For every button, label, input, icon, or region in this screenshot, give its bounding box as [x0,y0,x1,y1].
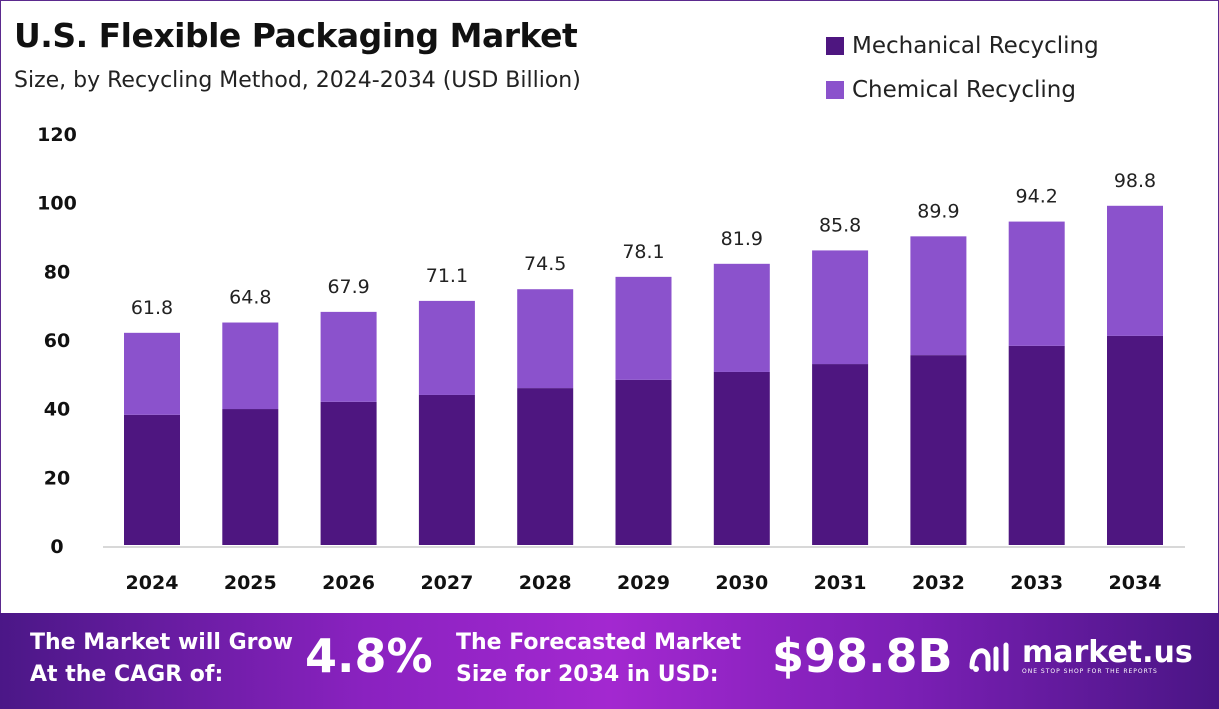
legend-label: Chemical Recycling [852,77,1076,103]
x-tick-label: 2026 [322,572,375,594]
data-label: 85.8 [819,214,861,236]
bar-chemical-2034 [1107,205,1163,336]
bar-chemical-2028 [517,289,574,389]
data-label: 61.8 [131,297,173,319]
data-label: 71.1 [426,265,468,287]
bar-chemical-2024 [124,332,180,415]
data-label: 94.2 [1016,186,1058,208]
cagr-label-line1: The Market will Grow [30,630,293,655]
x-tick-label: 2034 [1109,572,1162,594]
bar-chemical-2026 [320,311,377,402]
x-tick-label: 2028 [519,572,572,594]
y-tick-label: 80 [44,261,70,283]
logo-name: market.us [1022,635,1193,670]
x-tick-label: 2025 [224,572,277,594]
x-tick-label: 2027 [420,572,473,594]
bar-mechanical-2024 [124,414,180,545]
size-label-line1: The Forecasted Market [456,630,742,655]
data-label: 64.8 [229,287,271,309]
bar-mechanical-2027 [418,394,475,545]
y-tick-label: 0 [50,536,63,558]
legend-item-mechanical: Mechanical Recycling [826,24,1099,68]
x-tick-label: 2033 [1010,572,1063,594]
cagr-label: The Market will Grow At the CAGR of: [30,627,293,691]
x-tick-label: 2029 [617,572,670,594]
bar-chemical-2029 [615,276,672,380]
data-label: 98.8 [1114,170,1156,192]
legend: Mechanical Recycling Chemical Recycling [826,24,1099,112]
x-tick-label: 2024 [126,572,179,594]
y-tick-label: 40 [44,399,70,421]
legend-swatch-mechanical [826,37,844,55]
x-tick-label: 2030 [715,572,768,594]
y-tick-label: 100 [37,193,77,215]
y-tick-label: 60 [44,330,70,352]
data-label: 81.9 [721,228,763,250]
bar-mechanical-2030 [713,371,770,545]
data-label: 74.5 [524,253,566,275]
bar-mechanical-2031 [812,364,869,545]
bar-chemical-2027 [418,300,475,395]
y-tick-label: 120 [37,124,77,146]
data-label: 78.1 [622,241,664,263]
bar-mechanical-2033 [1008,345,1065,545]
legend-item-chemical: Chemical Recycling [826,68,1099,112]
cagr-value: 4.8% [305,629,433,683]
logo-icon [969,642,1009,672]
x-tick-label: 2031 [814,572,867,594]
logo-tagline: ONE STOP SHOP FOR THE REPORTS [1022,668,1158,675]
market-us-logo[interactable]: market.us ONE STOP SHOP FOR THE REPORTS [966,638,1193,675]
cagr-label-line2: At the CAGR of: [30,662,224,687]
bar-chemical-2033 [1008,221,1065,346]
legend-swatch-chemical [826,81,844,99]
chart-subtitle: Size, by Recycling Method, 2024-2034 (US… [14,68,581,93]
bar-chemical-2032 [910,236,967,356]
size-label: The Forecasted Market Size for 2034 in U… [456,627,741,691]
y-tick-label: 20 [44,467,70,489]
data-label: 89.9 [917,200,959,222]
bar-chemical-2025 [222,322,279,410]
bar-mechanical-2025 [222,409,279,545]
bar-mechanical-2034 [1107,335,1163,545]
bar-mechanical-2026 [320,401,377,545]
bar-chemical-2031 [812,250,869,365]
data-label: 67.9 [327,276,369,298]
size-value: $98.8B [772,629,953,683]
x-tick-label: 2032 [912,572,965,594]
bar-mechanical-2029 [615,379,672,545]
legend-label: Mechanical Recycling [852,33,1099,59]
bar-chart: 0 20 40 60 80 100 120 61.8 2024 64.8 2025 67.9 2026 7… [37,124,1185,594]
bar-mechanical-2028 [517,388,574,545]
footer-banner: The Market will Grow At the CAGR of: 4.8… [0,613,1219,709]
chart-title: U.S. Flexible Packaging Market [14,16,578,55]
bar-mechanical-2032 [910,355,967,545]
size-label-line2: Size for 2034 in USD: [456,662,719,687]
bar-chemical-2030 [713,263,770,372]
